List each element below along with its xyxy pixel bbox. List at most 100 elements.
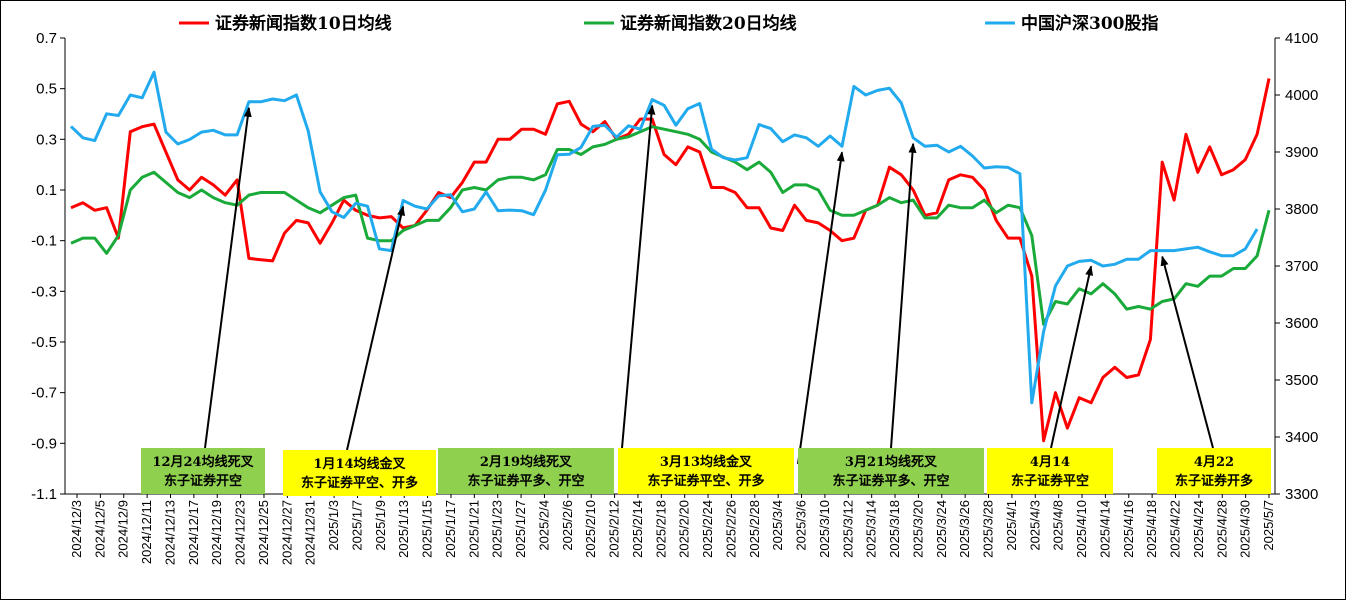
annotation-arrow <box>1160 255 1214 449</box>
left-tick-label: 0.1 <box>36 182 57 199</box>
x-tick-label: 2025/3/24 <box>934 500 949 558</box>
x-tick-label: 2025/2/14 <box>630 500 645 558</box>
left-tick-label: -0.5 <box>31 334 57 351</box>
annotation-box <box>618 448 794 494</box>
left-tick-label: -0.3 <box>31 283 57 300</box>
annotation-box <box>798 448 984 494</box>
legend-label: 证券新闻指数20日均线 <box>620 13 797 34</box>
left-tick-label: -0.7 <box>31 385 57 402</box>
x-tick-label: 2025/2/20 <box>677 500 692 558</box>
x-tick-label: 2024/12/9 <box>116 500 131 558</box>
annotation-arrow <box>1050 265 1094 449</box>
x-tick-label: 2025/1/17 <box>443 500 458 558</box>
annotation-text: 东子证券平空、开多 <box>301 475 418 491</box>
legend-label: 中国沪深300股指 <box>1021 13 1159 34</box>
x-tick-label: 2025/4/24 <box>1191 500 1206 558</box>
x-tick-label: 2025/2/26 <box>723 500 738 558</box>
left-tick-label: 0.7 <box>36 30 57 47</box>
right-tick-label: 3500 <box>1285 372 1318 389</box>
x-tick-label: 2025/4/18 <box>1144 500 1159 558</box>
annotation-text: 东子证券开空 <box>164 473 242 489</box>
annotation-arrow <box>204 106 252 449</box>
x-tick-label: 2025/4/14 <box>1097 500 1112 558</box>
x-tick-label: 2025/4/28 <box>1214 500 1229 558</box>
x-tick-label: 2024/12/5 <box>92 500 107 558</box>
right-tick-label: 3400 <box>1285 429 1318 446</box>
x-tick-label: 2025/1/23 <box>490 500 505 558</box>
left-tick-label: -0.9 <box>31 435 57 452</box>
annotation-box <box>1157 448 1271 494</box>
right-tick-label: 3800 <box>1285 201 1318 218</box>
x-tick-label: 2025/4/1 <box>1004 500 1019 551</box>
x-tick-label: 2025/4/10 <box>1074 500 1089 558</box>
annotation-text: 3月21均线死叉 <box>845 454 938 470</box>
x-tick-label: 2024/12/17 <box>186 500 201 565</box>
x-tick-label: 2025/2/28 <box>747 500 762 558</box>
annotation-box <box>438 448 614 494</box>
x-tick-label: 2025/3/6 <box>794 500 809 551</box>
x-tick-label: 2025/4/30 <box>1238 500 1253 558</box>
legend: 证券新闻指数10日均线 证券新闻指数20日均线 中国沪深300股指 <box>179 13 1159 34</box>
x-tick-label: 2025/1/13 <box>396 500 411 558</box>
annotation-text: 4月14 <box>1030 455 1070 470</box>
x-tick-label: 2025/2/6 <box>560 500 575 551</box>
x-tick-label: 2025/1/9 <box>373 500 388 551</box>
x-tick-label: 2025/2/24 <box>700 500 715 558</box>
axes: 0.7 0.5 0.3 0.1 -0.1 -0.3 -0.5 -0.7 -0.9 -1.1 4100… <box>31 30 1318 565</box>
x-tick-label: 2025/1/3 <box>326 500 341 551</box>
x-tick-label: 2025/3/28 <box>981 500 996 558</box>
left-tick-label: 0.5 <box>36 81 57 98</box>
annotation-box <box>987 448 1113 494</box>
annotation-box <box>283 450 436 496</box>
annotation-text: 1月14均线金叉 <box>313 456 406 472</box>
x-tick-label: 2025/1/7 <box>349 500 364 551</box>
x-tick-label: 2024/12/25 <box>256 500 271 565</box>
x-tick-label: 2025/2/12 <box>607 500 622 558</box>
annotation-arrow <box>797 151 845 465</box>
annotation-box <box>141 448 265 494</box>
x-tick-label: 2024/12/27 <box>279 500 294 565</box>
right-tick-label: 3900 <box>1285 144 1318 161</box>
annotation-text: 东子证券平空 <box>1011 473 1089 489</box>
series-line-2 <box>69 70 1259 405</box>
x-tick-label: 2025/3/10 <box>817 500 832 558</box>
legend-label: 证券新闻指数10日均线 <box>215 13 392 34</box>
annotation-text: 4月22 <box>1194 455 1234 470</box>
annotation-text: 东子证券平空、开多 <box>647 473 764 489</box>
annotation-text: 东子证券平多、开空 <box>832 473 949 489</box>
x-tick-label: 2025/3/4 <box>770 500 785 551</box>
annotation-arrow <box>346 205 405 451</box>
x-tick-label: 2025/2/4 <box>536 500 551 551</box>
x-tick-label: 2024/12/23 <box>233 500 248 565</box>
x-tick-label: 2025/1/27 <box>513 500 528 558</box>
series-line-0 <box>70 78 1271 443</box>
annotation-text: 东子证券平多、开空 <box>467 473 584 489</box>
left-tick-label: -1.1 <box>31 486 57 503</box>
x-tick-label: 2025/3/14 <box>864 500 879 558</box>
x-tick-label: 2025/4/3 <box>1027 500 1042 551</box>
x-tick-label: 2025/5/7 <box>1261 500 1276 551</box>
annotation-arrow <box>890 142 917 449</box>
x-tick-label: 2025/3/18 <box>887 500 902 558</box>
right-tick-label: 3600 <box>1285 315 1318 332</box>
right-tick-label: 3700 <box>1285 258 1318 275</box>
x-tick-label: 2025/4/8 <box>1051 500 1066 551</box>
x-tick-label: 2024/12/13 <box>162 500 177 565</box>
x-tick-label: 2025/2/18 <box>653 500 668 558</box>
left-tick-label: 0.3 <box>36 131 57 148</box>
right-tick-label: 3300 <box>1285 486 1318 503</box>
x-tick-label: 2025/3/20 <box>910 500 925 558</box>
x-tick-label: 2024/12/19 <box>209 500 224 565</box>
annotation-text: 12月24均线死叉 <box>152 454 254 470</box>
annotation-text: 3月13均线金叉 <box>660 454 753 470</box>
annotation-arrow <box>621 104 656 449</box>
series-layer <box>69 70 1271 443</box>
annotation-text: 东子证券开多 <box>1175 473 1253 489</box>
left-tick-label: -0.1 <box>31 233 57 250</box>
x-tick-label: 2025/3/12 <box>840 500 855 558</box>
x-tick-label: 2024/12/3 <box>69 500 84 558</box>
x-tick-label: 2024/12/11 <box>139 500 154 564</box>
